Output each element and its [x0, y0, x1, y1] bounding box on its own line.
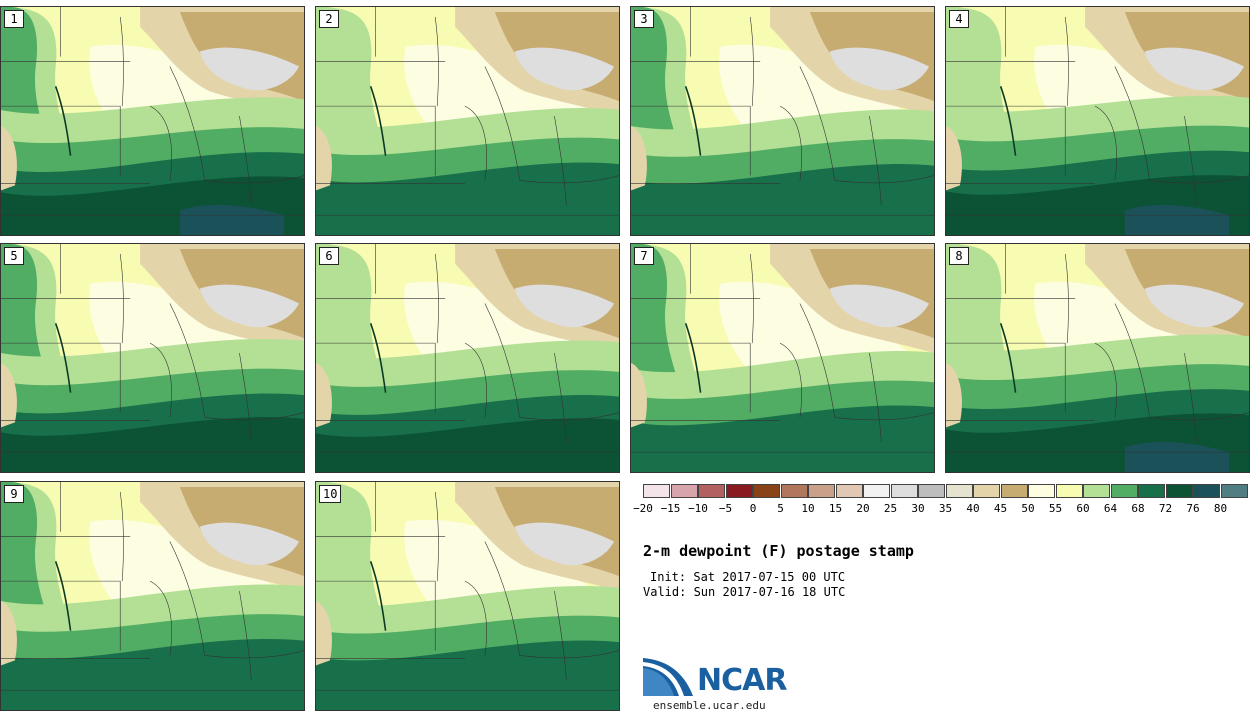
- colorbar-tick-label: 76: [1186, 502, 1200, 515]
- colorbar-swatch: [890, 484, 918, 498]
- colorbar-tick-label: 25: [883, 502, 898, 515]
- map-panel: 9: [0, 481, 305, 711]
- member-number-label: 6: [319, 247, 339, 265]
- map-panel: 6: [315, 243, 620, 473]
- colorbar-swatch: [1028, 484, 1055, 498]
- colorbar-swatch: [863, 484, 890, 498]
- map-panel: 2: [315, 6, 620, 236]
- member-number-label: 1: [4, 10, 24, 28]
- colorbar-tick-label: −15: [660, 502, 681, 515]
- map-panel: 7: [630, 243, 935, 473]
- colorbar-swatch: [753, 484, 780, 498]
- dewpoint-map: [316, 482, 619, 710]
- colorbar-swatch: [918, 484, 945, 498]
- colorbar-swatch: [1165, 484, 1193, 498]
- colorbar-tick-label: 80: [1213, 502, 1228, 515]
- dewpoint-map: [316, 244, 619, 472]
- member-number-label: 2: [319, 10, 339, 28]
- dewpoint-map: [631, 244, 934, 472]
- map-panel: 10: [315, 481, 620, 711]
- colorbar-swatch: [1193, 484, 1220, 498]
- colorbar-tick-label: 40: [966, 502, 980, 515]
- colorbar-swatch: [1000, 484, 1028, 498]
- colorbar-tick-label: 10: [801, 502, 815, 515]
- map-panel: 1: [0, 6, 305, 236]
- colorbar-tick-label: −20: [633, 502, 653, 515]
- colorbar-tick-label: −5: [718, 502, 733, 515]
- colorbar-tick-label: −10: [688, 502, 708, 515]
- colorbar-swatch: [1220, 484, 1248, 498]
- dewpoint-map: [316, 7, 619, 235]
- dewpoint-map: [631, 7, 934, 235]
- colorbar-swatch: [780, 484, 808, 498]
- init-time-label: Init: Sat 2017-07-15 00 UTC: [650, 570, 846, 584]
- map-panel: 8: [945, 243, 1250, 473]
- colorbar-swatch: [808, 484, 835, 498]
- colorbar-swatch: [1083, 484, 1110, 498]
- colorbar-tick-label: 5: [777, 502, 784, 515]
- colorbar-swatch: [725, 484, 753, 498]
- colorbar-tick-label: 55: [1048, 502, 1063, 515]
- ncar-logo-icon: [643, 658, 693, 696]
- map-panel: 4: [945, 6, 1250, 236]
- map-panel: 5: [0, 243, 305, 473]
- colorbar-tick-label: 30: [911, 502, 925, 515]
- dewpoint-map: [946, 244, 1249, 472]
- colorbar-swatch: [1055, 484, 1083, 498]
- colorbar-tick-label: 0: [749, 502, 757, 515]
- colorbar-swatch: [698, 484, 725, 498]
- colorbar-swatch: [670, 484, 698, 498]
- member-number-label: 4: [949, 10, 969, 28]
- colorbar-swatch: [945, 484, 973, 498]
- dewpoint-map: [1, 244, 304, 472]
- colorbar-tick-label: 45: [993, 502, 1008, 515]
- colorbar-swatch: [643, 484, 670, 498]
- member-number-label: 5: [4, 247, 24, 265]
- colorbar-tick-label: 64: [1103, 502, 1118, 515]
- colorbar-swatch: [835, 484, 863, 498]
- colorbar-swatch: [1138, 484, 1165, 498]
- colorbar-swatch: [973, 484, 1000, 498]
- colorbar-tick-label: 15: [828, 502, 843, 515]
- member-number-label: 3: [634, 10, 654, 28]
- dewpoint-map: [1, 482, 304, 710]
- colorbar-tick-label: 72: [1158, 502, 1173, 515]
- colorbar-tick-label: 50: [1021, 502, 1035, 515]
- dewpoint-map: [1, 7, 304, 235]
- chart-title: 2-m dewpoint (F) postage stamp: [643, 542, 914, 560]
- colorbar-tick-label: 68: [1131, 502, 1145, 515]
- dewpoint-map: [946, 7, 1249, 235]
- member-number-label: 8: [949, 247, 969, 265]
- logo-wordmark: NCAR: [697, 663, 787, 698]
- member-number-label: 7: [634, 247, 654, 265]
- colorbar-tick-label: 35: [938, 502, 953, 515]
- colorbar-tick-label: 60: [1076, 502, 1090, 515]
- logo-url[interactable]: ensemble.ucar.edu: [653, 699, 766, 712]
- valid-time-label: Valid: Sun 2017-07-16 18 UTC: [643, 585, 846, 599]
- map-panel: 3: [630, 6, 935, 236]
- member-number-label: 9: [4, 485, 24, 503]
- colorbar-tick-label: 20: [856, 502, 870, 515]
- member-number-label: 10: [319, 485, 342, 503]
- colorbar-swatch: [1110, 484, 1138, 498]
